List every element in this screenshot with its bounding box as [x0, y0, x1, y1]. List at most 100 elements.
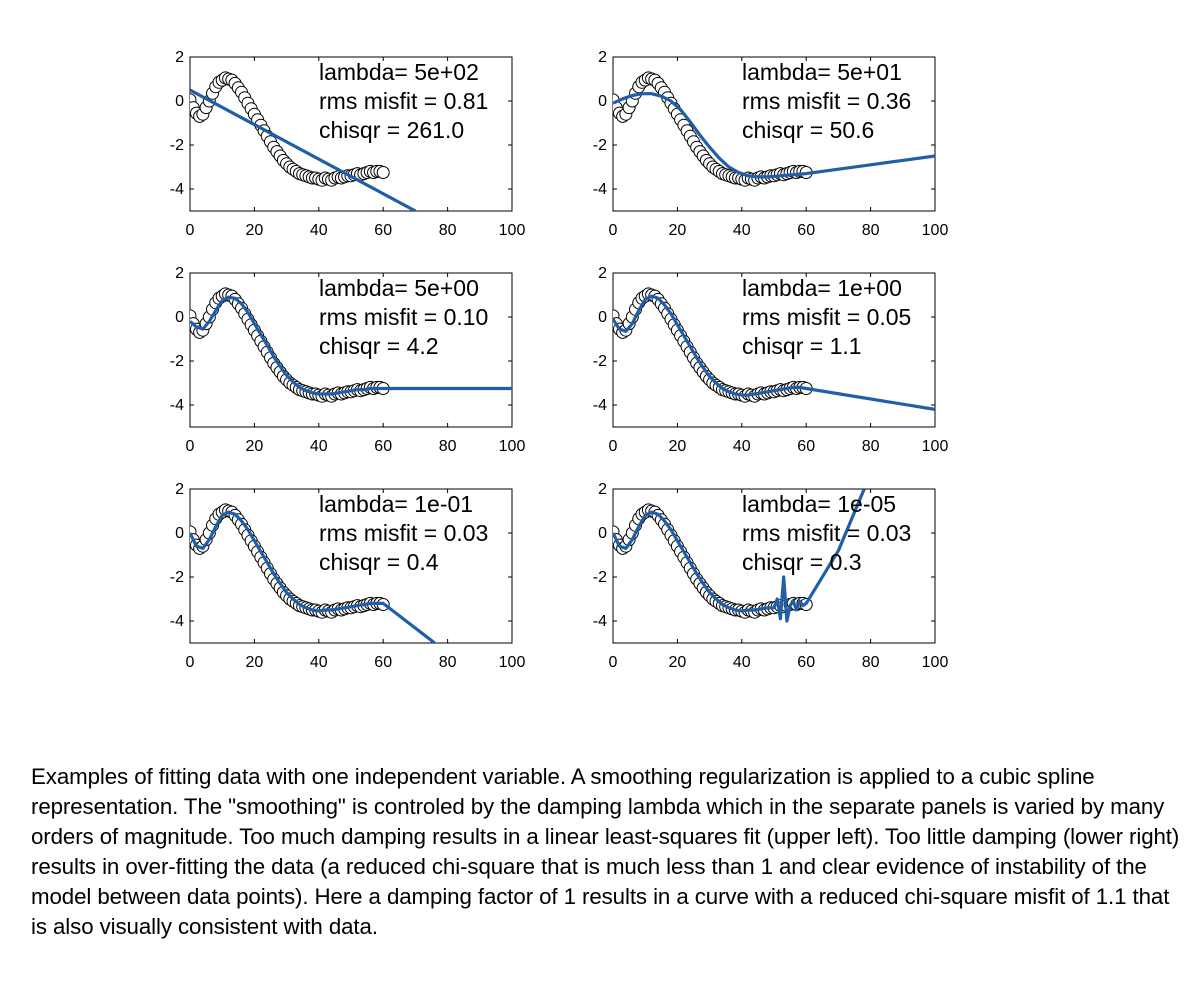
fit-line — [613, 92, 935, 179]
x-tick-label: 40 — [733, 654, 751, 671]
annotation-line-1: lambda= 5e+01 — [742, 59, 902, 85]
x-tick-label: 0 — [609, 222, 618, 239]
x-tick-label: 0 — [186, 438, 195, 455]
y-tick-label: -2 — [593, 137, 607, 154]
y-tick-label: 0 — [598, 309, 607, 326]
y-tick-label: -4 — [593, 181, 607, 198]
data-point — [376, 166, 390, 179]
axes-box — [189, 56, 513, 212]
y-tick-label: -4 — [593, 613, 607, 630]
x-tick-label: 0 — [609, 438, 618, 455]
y-tick-label: 2 — [175, 481, 184, 498]
observed-points — [613, 71, 813, 187]
x-tick-label: 60 — [797, 654, 815, 671]
x-tick-label: 100 — [922, 438, 949, 455]
x-tick-label: 80 — [439, 222, 457, 239]
y-tick-label: -2 — [593, 569, 607, 586]
x-tick-label: 40 — [733, 222, 751, 239]
annotation-line-2: rms misfit = 0.03 — [319, 520, 488, 546]
x-tick-label: 0 — [186, 222, 195, 239]
x-tick-label: 0 — [609, 654, 618, 671]
x-tick-label: 40 — [733, 438, 751, 455]
y-tick-label: 0 — [598, 525, 607, 542]
annotation-line-3: chisqr = 1.1 — [742, 333, 862, 359]
observed-points — [190, 71, 390, 187]
x-tick-label: 60 — [374, 654, 392, 671]
annotation-line-3: chisqr = 0.4 — [319, 549, 439, 575]
x-tick-label: 0 — [186, 654, 195, 671]
annotation-line-1: lambda= 1e-05 — [742, 491, 896, 517]
x-tick-label: 100 — [922, 222, 949, 239]
y-tick-label: 0 — [175, 525, 184, 542]
annotation-line-2: rms misfit = 0.36 — [742, 88, 911, 114]
axes-box — [612, 272, 936, 428]
y-tick-label: 2 — [175, 265, 184, 282]
y-tick-label: 0 — [175, 93, 184, 110]
y-tick-label: -2 — [170, 353, 184, 370]
y-tick-label: 2 — [598, 49, 607, 66]
x-tick-label: 100 — [499, 654, 526, 671]
axes-box — [612, 488, 936, 644]
x-tick-label: 60 — [797, 438, 815, 455]
annotation-line-3: chisqr = 261.0 — [319, 117, 464, 143]
x-tick-label: 20 — [246, 438, 264, 455]
x-tick-label: 60 — [374, 222, 392, 239]
x-tick-label: 80 — [862, 438, 880, 455]
x-tick-label: 100 — [499, 222, 526, 239]
x-tick-label: 60 — [797, 222, 815, 239]
y-tick-label: -4 — [170, 613, 184, 630]
annotation-line-1: lambda= 5e+02 — [319, 59, 479, 85]
panel-4: 0 20 40 60 80 100 -4 -2 0 2 lambda= 1e+00 rms misfi… — [593, 265, 949, 455]
axes-box — [189, 488, 513, 644]
x-tick-label: 20 — [246, 222, 264, 239]
fit-line — [613, 294, 935, 411]
panel-2: 0 20 40 60 80 100 -4 -2 0 2 lambda= 5e+01 rms misfi… — [593, 49, 949, 239]
x-tick-label: 100 — [922, 654, 949, 671]
fit-line — [613, 489, 866, 623]
annotation-line-1: lambda= 5e+00 — [319, 275, 479, 301]
fit-line — [190, 295, 512, 396]
panel-6: 0 20 40 60 80 100 -4 -2 0 2 lambda= 1e-05 rms misfi… — [593, 481, 949, 671]
y-tick-label: 0 — [598, 93, 607, 110]
annotation-line-2: rms misfit = 0.10 — [319, 304, 488, 330]
x-tick-label: 40 — [310, 438, 328, 455]
y-tick-label: -2 — [170, 137, 184, 154]
annotation-line-2: rms misfit = 0.03 — [742, 520, 911, 546]
x-tick-label: 20 — [246, 654, 264, 671]
y-tick-label: 0 — [175, 309, 184, 326]
x-tick-label: 80 — [439, 654, 457, 671]
y-tick-label: -2 — [593, 353, 607, 370]
fit-line — [190, 510, 436, 643]
x-tick-label: 40 — [310, 222, 328, 239]
x-tick-label: 80 — [862, 654, 880, 671]
annotation-line-3: chisqr = 4.2 — [319, 333, 439, 359]
y-tick-label: -4 — [170, 397, 184, 414]
annotation-line-1: lambda= 1e-01 — [319, 491, 473, 517]
y-tick-label: 2 — [598, 481, 607, 498]
panel-3: 0 20 40 60 80 100 -4 -2 0 2 lambda= 5e+00 rms misfi… — [170, 265, 526, 455]
x-tick-label: 100 — [499, 438, 526, 455]
annotation-line-2: rms misfit = 0.81 — [319, 88, 488, 114]
fit-line — [190, 88, 417, 211]
axes-box — [189, 272, 513, 428]
y-tick-label: 2 — [175, 49, 184, 66]
x-tick-label: 80 — [862, 222, 880, 239]
annotation-line-3: chisqr = 50.6 — [742, 117, 874, 143]
annotation-line-3: chisqr = 0.3 — [742, 549, 862, 575]
y-tick-label: 2 — [598, 265, 607, 282]
annotation-line-1: lambda= 1e+00 — [742, 275, 902, 301]
axes-box — [612, 56, 936, 212]
annotation-line-2: rms misfit = 0.05 — [742, 304, 911, 330]
x-tick-label: 20 — [669, 438, 687, 455]
panel-5: 0 20 40 60 80 100 -4 -2 0 2 lambda= 1e-01 rms misfi… — [170, 481, 526, 671]
x-tick-label: 40 — [310, 654, 328, 671]
figure-caption: Examples of fitting data with one indepe… — [31, 764, 1180, 939]
x-tick-label: 20 — [669, 222, 687, 239]
x-tick-label: 20 — [669, 654, 687, 671]
x-tick-label: 60 — [374, 438, 392, 455]
y-tick-label: -2 — [170, 569, 184, 586]
x-tick-label: 80 — [439, 438, 457, 455]
panel-1: 0 20 40 60 80 100 -4 -2 0 2 lambda= 5e+02 rms misfi… — [170, 49, 526, 239]
y-tick-label: -4 — [170, 181, 184, 198]
